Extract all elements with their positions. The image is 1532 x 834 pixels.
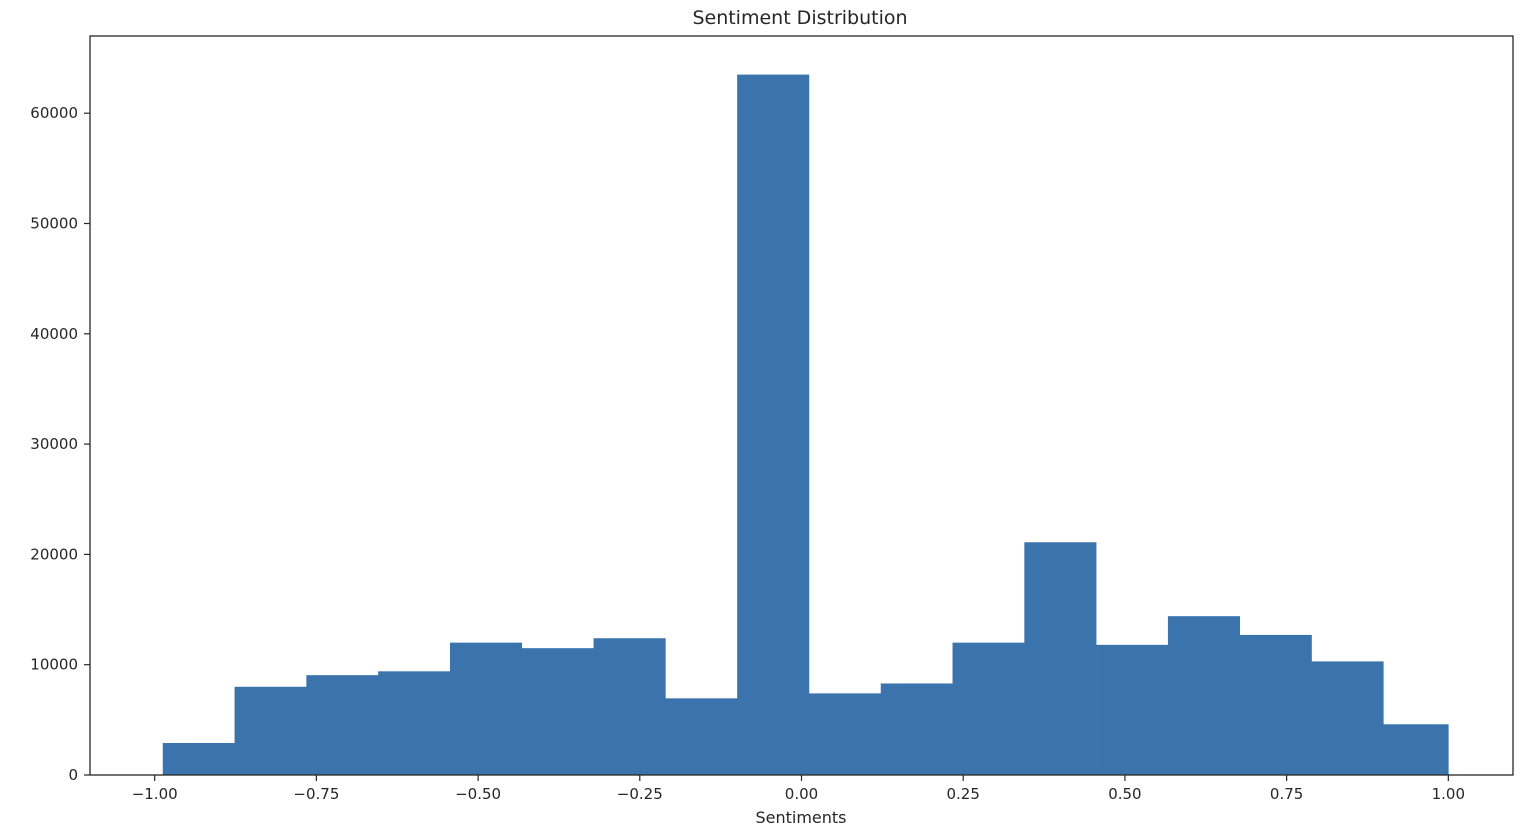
histogram-bar [808, 693, 882, 775]
histogram-bar [1167, 616, 1241, 775]
histogram-bar [593, 638, 666, 775]
y-tick-label: 10000 [30, 656, 78, 674]
x-tick-label: 0.00 [785, 785, 818, 803]
histogram-bar [880, 683, 953, 775]
x-axis-ticks: −1.00 −0.75 −0.50 −0.25 0.00 0.25 0.50 0.75 1.00 [132, 775, 1465, 803]
histogram-bar [1383, 724, 1449, 775]
x-tick-label: −1.00 [132, 785, 178, 803]
histogram-bar [306, 675, 379, 775]
x-tick-label: −0.75 [293, 785, 339, 803]
y-axis-ticks: 0 10000 20000 30000 40000 50000 60000 [30, 104, 90, 784]
x-axis-label: Sentiments [755, 808, 846, 827]
histogram-bar [378, 671, 451, 775]
x-tick-label: 0.50 [1108, 785, 1141, 803]
histogram-bars [162, 74, 1449, 775]
x-tick-label: 1.00 [1432, 785, 1465, 803]
y-tick-label: 0 [68, 766, 78, 784]
y-tick-label: 50000 [30, 215, 78, 233]
histogram-bar [234, 686, 307, 775]
histogram-bar [665, 698, 738, 775]
histogram-bar [521, 648, 594, 775]
histogram-bar [1096, 644, 1169, 775]
histogram-bar [952, 642, 1025, 775]
chart-title: Sentiment Distribution [692, 7, 907, 29]
histogram-bar [162, 743, 235, 775]
histogram-bar [1311, 661, 1384, 775]
y-tick-label: 20000 [30, 545, 78, 563]
x-tick-label: 0.25 [947, 785, 980, 803]
histogram-bar [449, 642, 523, 775]
x-tick-label: −0.25 [617, 785, 663, 803]
histogram-bar [1024, 542, 1097, 775]
x-tick-label: −0.50 [455, 785, 501, 803]
y-tick-label: 60000 [30, 104, 78, 122]
x-tick-label: 0.75 [1270, 785, 1303, 803]
histogram-bar [737, 74, 810, 775]
plot-frame [89, 35, 1514, 776]
y-tick-label: 30000 [30, 435, 78, 453]
y-tick-label: 40000 [30, 325, 78, 343]
histogram-bar [1239, 634, 1312, 775]
